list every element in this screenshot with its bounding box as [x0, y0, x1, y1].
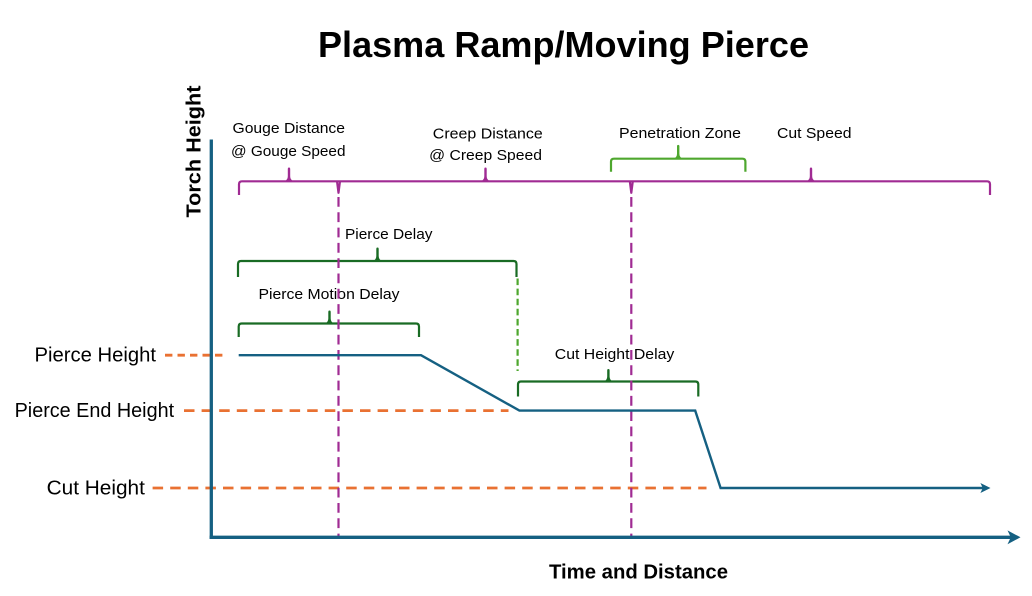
svg-text:Cut Height Delay: Cut Height Delay [555, 346, 675, 363]
svg-text:Cut Speed: Cut Speed [777, 125, 852, 142]
svg-text:Creep Distance: Creep Distance [433, 126, 543, 143]
svg-text:Cut Height: Cut Height [47, 478, 146, 500]
svg-text:Torch Height: Torch Height [184, 85, 206, 217]
svg-text:Plasma Ramp/Moving Pierce: Plasma Ramp/Moving Pierce [318, 24, 809, 65]
svg-text:Penetration Zone: Penetration Zone [619, 125, 741, 142]
svg-text:Gouge Distance: Gouge Distance [233, 120, 346, 137]
svg-text:@ Creep Speed: @ Creep Speed [429, 147, 542, 164]
svg-text:Pierce Delay: Pierce Delay [345, 226, 433, 243]
svg-text:@ Gouge Speed: @ Gouge Speed [231, 143, 346, 160]
svg-text:Pierce End Height: Pierce End Height [15, 400, 175, 422]
svg-text:Pierce Height: Pierce Height [35, 345, 157, 367]
svg-text:Time and Distance: Time and Distance [549, 561, 728, 583]
svg-text:Pierce Motion Delay: Pierce Motion Delay [259, 286, 401, 303]
